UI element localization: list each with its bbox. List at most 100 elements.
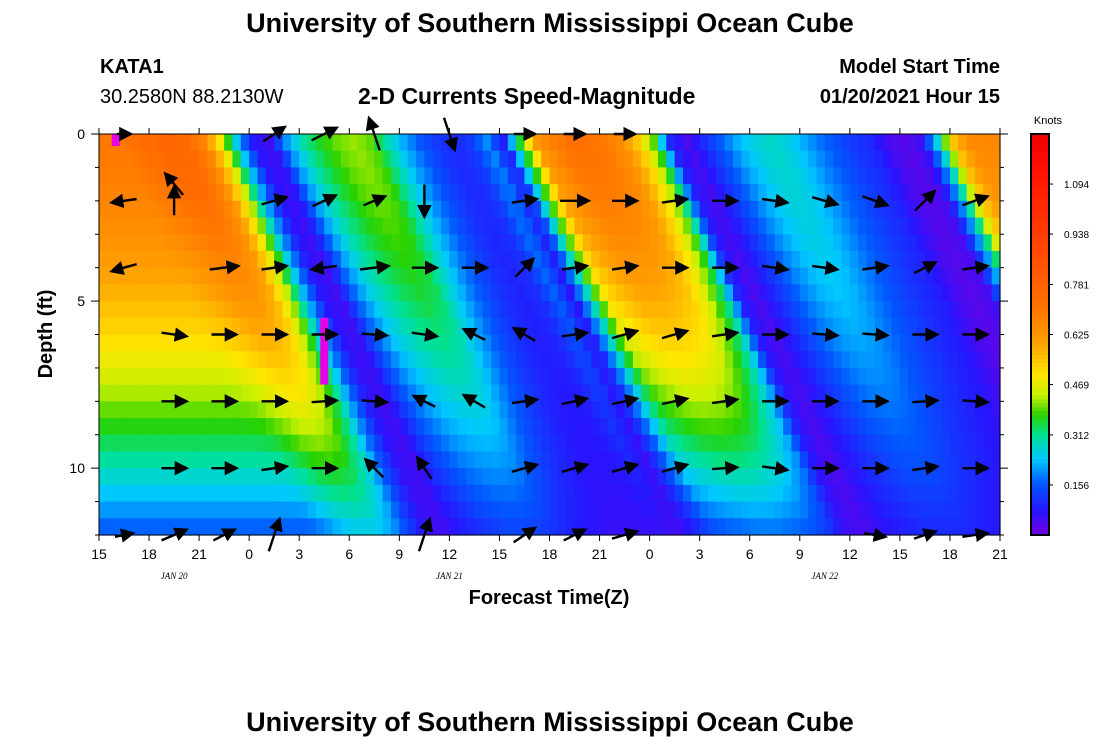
heatmap-cell (541, 184, 551, 202)
heatmap-cell (966, 301, 976, 319)
heatmap-cell (983, 367, 993, 386)
x-tick-label: 12 (442, 546, 458, 562)
heatmap-cell (541, 367, 551, 386)
heatmap-cell (574, 501, 584, 519)
colorbar-segment (1031, 518, 1049, 524)
heatmap-cell (457, 267, 467, 285)
heatmap-cell (916, 468, 926, 486)
heatmap-cell (524, 184, 534, 202)
heatmap-cell (557, 384, 567, 402)
heatmap-cell (649, 351, 659, 369)
heatmap-cell (115, 351, 125, 369)
heatmap-cell (190, 150, 200, 169)
heatmap-cell (232, 468, 242, 486)
heatmap-cell (257, 267, 267, 285)
heatmap-cell (891, 334, 901, 352)
heatmap-cell (899, 301, 909, 319)
heatmap-cell (574, 367, 584, 386)
heatmap-cell (649, 301, 659, 319)
heatmap-cell (874, 468, 884, 486)
current-vector-arrow (712, 460, 740, 476)
heatmap-cell (516, 150, 526, 169)
heatmap-cell (324, 384, 334, 402)
heatmap-cell (441, 384, 450, 402)
heatmap-cell (816, 501, 826, 519)
heatmap-cell (657, 184, 667, 202)
heatmap-cell (691, 250, 701, 269)
heatmap-cell (416, 468, 425, 486)
heatmap-cell (607, 184, 617, 202)
heatmap-cell (941, 418, 951, 436)
heatmap-cell (432, 401, 442, 419)
heatmap-cell (457, 284, 467, 302)
heatmap-cell (716, 284, 726, 302)
heatmap-cell (716, 167, 726, 185)
heatmap-cell (899, 317, 909, 336)
heatmap-cell (407, 401, 417, 419)
heatmap-cell (365, 317, 375, 336)
heatmap-cell (124, 167, 133, 185)
heatmap-cell (357, 150, 367, 169)
heatmap-cell (866, 484, 876, 503)
heatmap-cell (407, 167, 417, 185)
heatmap-cell (265, 418, 275, 436)
colorbar-segment (1031, 490, 1049, 496)
heatmap-cell (441, 134, 450, 152)
heatmap-cell (749, 234, 759, 252)
heatmap-cell (282, 200, 292, 219)
heatmap-cell (457, 217, 467, 235)
heatmap-cell (691, 484, 701, 503)
heatmap-cell (516, 250, 526, 269)
heatmap-cell (933, 134, 943, 152)
heatmap-cell (874, 484, 884, 503)
heatmap-cell (758, 484, 767, 503)
heatmap-cell (941, 184, 951, 202)
heatmap-cell (416, 401, 425, 419)
heatmap-cell (983, 234, 993, 252)
heatmap-cell (207, 518, 217, 536)
heatmap-cell (140, 317, 150, 336)
heatmap-cell (716, 334, 726, 352)
heatmap-cell (991, 234, 1001, 252)
heatmap-cell (949, 384, 959, 402)
heatmap-cell (824, 301, 834, 319)
heatmap-cell (908, 401, 918, 419)
heatmap-cell (908, 317, 918, 336)
heatmap-cell (132, 301, 142, 319)
heatmap-cell (974, 150, 984, 169)
heatmap-cell (724, 317, 734, 336)
heatmap-cell (157, 484, 167, 503)
heatmap-cell (874, 518, 884, 536)
heatmap-cell (432, 167, 442, 185)
heatmap-cell (649, 184, 659, 202)
heatmap-cell (232, 150, 242, 169)
colorbar-segment (1031, 226, 1049, 231)
heatmap-cell (299, 217, 309, 235)
heatmap-cell (174, 384, 184, 402)
heatmap-cell (616, 468, 626, 486)
heatmap-cell (624, 468, 634, 486)
heatmap-cell (507, 351, 517, 369)
heatmap-cell (674, 167, 684, 185)
heatmap-cell (766, 434, 776, 453)
heatmap-cell (324, 317, 334, 336)
colorbar-segment (1031, 246, 1049, 251)
heatmap-cell (699, 200, 709, 219)
heatmap-cell (574, 518, 584, 536)
heatmap-cell (733, 367, 742, 386)
heatmap-cell (390, 384, 400, 402)
heatmap-cell (407, 184, 417, 202)
heatmap-cell (357, 284, 367, 302)
heatmap-cell (99, 250, 108, 269)
heatmap-cell (399, 384, 409, 402)
heatmap-cell (657, 384, 667, 402)
heatmap-cell (974, 200, 984, 219)
heatmap-cell (724, 484, 734, 503)
heatmap-cell (416, 250, 425, 269)
heatmap-cell (516, 518, 526, 536)
heatmap-cell (682, 451, 692, 469)
heatmap-cell (582, 351, 592, 369)
heatmap-cell (574, 184, 584, 202)
heatmap-cell (199, 401, 209, 419)
current-vector-arrow (411, 394, 436, 408)
